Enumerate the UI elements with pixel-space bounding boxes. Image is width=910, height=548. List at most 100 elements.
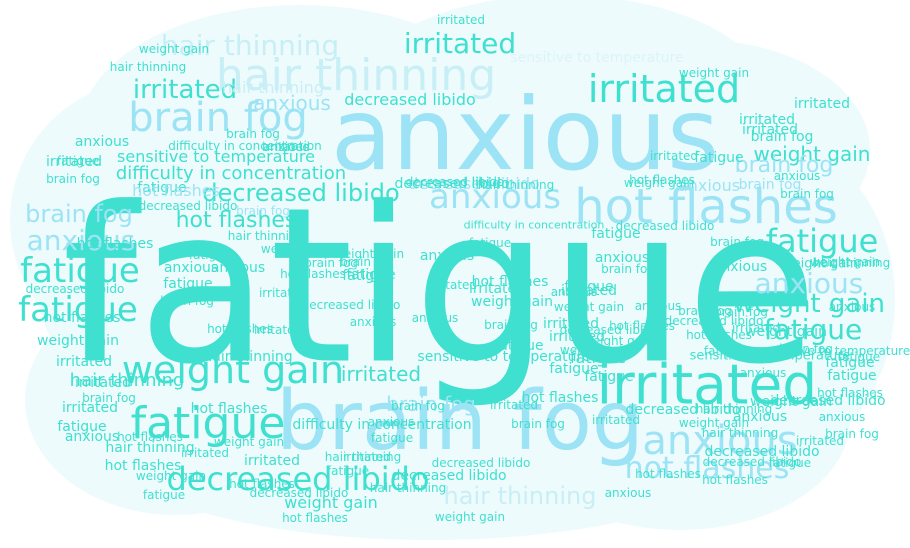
cloud-word: hair thinning	[222, 78, 324, 97]
cloud-word: fatigue	[825, 355, 875, 371]
cloud-word: fatigue	[765, 222, 879, 260]
cloud-word: weight gain	[745, 324, 827, 340]
cloud-word: irritated	[428, 278, 478, 292]
cloud-word: weight gain	[284, 493, 378, 512]
cloud-word: brain fog	[391, 399, 445, 413]
cloud-word: weight gain	[623, 176, 695, 190]
cloud-word: fatigue	[370, 431, 414, 445]
cloud-word: weight gain	[333, 247, 405, 261]
cloud-word: fatigue	[56, 154, 100, 168]
cloud-word: hot flashes	[76, 236, 154, 252]
cloud-word: brain fog	[160, 294, 214, 308]
cloud-word: decreased libido	[394, 176, 510, 192]
cloud-word: difficulty in concentration	[168, 139, 322, 153]
cloud-word: anxious	[210, 260, 266, 276]
cloud-word: decreased libido	[166, 460, 430, 498]
cloud-word: anxious	[349, 315, 397, 329]
cloud-word: anxious	[818, 410, 866, 424]
cloud-word: fatigue	[326, 464, 370, 478]
cloud-word: anxious	[732, 409, 788, 425]
cloud-word: irritated	[340, 362, 422, 386]
cloud-word: brain fog	[511, 417, 565, 431]
cloud-word: irritated	[403, 27, 517, 60]
cloud-word: fatigue	[468, 236, 512, 250]
cloud-word: brain fog	[236, 204, 290, 218]
cloud-word: fatigue	[137, 180, 187, 196]
cloud-outline	[10, 0, 895, 540]
cloud-word: anxious	[163, 260, 219, 276]
cloud-word: irritated	[61, 400, 119, 416]
cloud-word: anxious	[428, 177, 562, 217]
cloud-word: irritated	[548, 329, 606, 345]
cloud-word: decreased libido	[559, 323, 659, 337]
cloud-word: fatigue	[20, 251, 140, 291]
cloud-word: hair thinning	[369, 481, 447, 495]
cloud-word: hot flashes	[207, 322, 273, 336]
cloud-word: brain fog	[128, 95, 308, 141]
cloud-word: hair thinning	[69, 370, 185, 391]
cloud-word: weight gain	[732, 289, 886, 319]
cloud-word: fatigue	[694, 150, 744, 166]
cloud-word: brain fog	[734, 153, 834, 178]
cloud-word: anxious	[330, 76, 720, 193]
cloud-word: irritated	[45, 154, 103, 170]
cloud-word: hot flashes	[817, 386, 883, 400]
cloud-word: fatigue	[163, 276, 213, 292]
cloud-word: hair thinning	[324, 450, 402, 464]
cloud-word: brain fog	[710, 235, 764, 249]
cloud-word: anxious	[634, 299, 682, 313]
cloud-word: irritated	[55, 354, 113, 370]
cloud-word: hot flashes	[609, 319, 675, 333]
cloud-word: brain fog	[304, 256, 358, 270]
cloud-word: brain fog	[276, 374, 644, 469]
cloud-word: anxious	[594, 250, 650, 266]
cloud-word: anxious	[604, 486, 652, 500]
cloud-word: irritated	[342, 450, 392, 464]
cloud-word: weight gain	[37, 333, 119, 349]
cloud-word: fatigue	[768, 456, 812, 470]
cloud-word: irritated	[436, 13, 486, 27]
cloud-word: hair thinning	[160, 29, 340, 62]
cloud-word: weight gain	[553, 300, 625, 314]
cloud-word: hot flashes	[624, 451, 790, 486]
cloud-word: sensitive to temperature	[510, 50, 684, 66]
cloud-word: brain fog	[82, 391, 136, 405]
cloud-word: fatigue	[57, 419, 107, 435]
cloud-word: decreased libido	[408, 174, 540, 193]
cloud-word: weight gain	[260, 242, 332, 256]
cloud-word: fatigue	[569, 348, 627, 367]
cloud-word: hot flashes	[280, 267, 346, 281]
cloud-word: irritated	[180, 446, 230, 460]
cloud-word: hair thinning	[215, 50, 497, 101]
cloud-word: anxious	[739, 366, 787, 380]
cloud-word: fatigue	[549, 361, 599, 377]
cloud-word: decreased libido	[405, 175, 505, 189]
cloud-word: anxious	[754, 267, 864, 300]
cloud-word: fatigue	[130, 398, 286, 449]
cloud-word: fatigue	[494, 338, 544, 354]
cloud-word: weight gain	[471, 294, 553, 310]
cloud-word: fatigue	[584, 369, 634, 385]
cloud-word: anxious	[367, 415, 415, 429]
cloud-word: brain fog	[738, 177, 802, 193]
cloud-word: decreased libido	[664, 314, 764, 328]
cloud-word: weight gain	[678, 416, 750, 430]
cloud-word: decreased libido	[344, 90, 476, 109]
cloud-word: hair thinning	[701, 426, 779, 440]
cloud-word: anxious	[411, 311, 459, 325]
cloud-word: anxious	[253, 91, 331, 115]
cloud-word: fatigue	[188, 248, 232, 262]
cloud-word: hot flashes	[190, 401, 268, 417]
cloud-word: fatigue	[18, 290, 138, 330]
cloud-word: brain fog	[601, 262, 655, 276]
cloud-word: hot flashes	[282, 511, 348, 525]
cloud-word: hot flashes	[629, 173, 695, 187]
cloud-word: fatigue	[763, 313, 863, 346]
cloud-word: anxious	[262, 140, 310, 154]
cloud-word: irritated	[132, 75, 238, 105]
cloud-word: irritated	[261, 140, 311, 154]
cloud-word: difficulty in concentration	[292, 417, 472, 433]
cloud-word: brain fog	[484, 318, 538, 332]
cloud-word: hair thinning	[813, 256, 891, 270]
